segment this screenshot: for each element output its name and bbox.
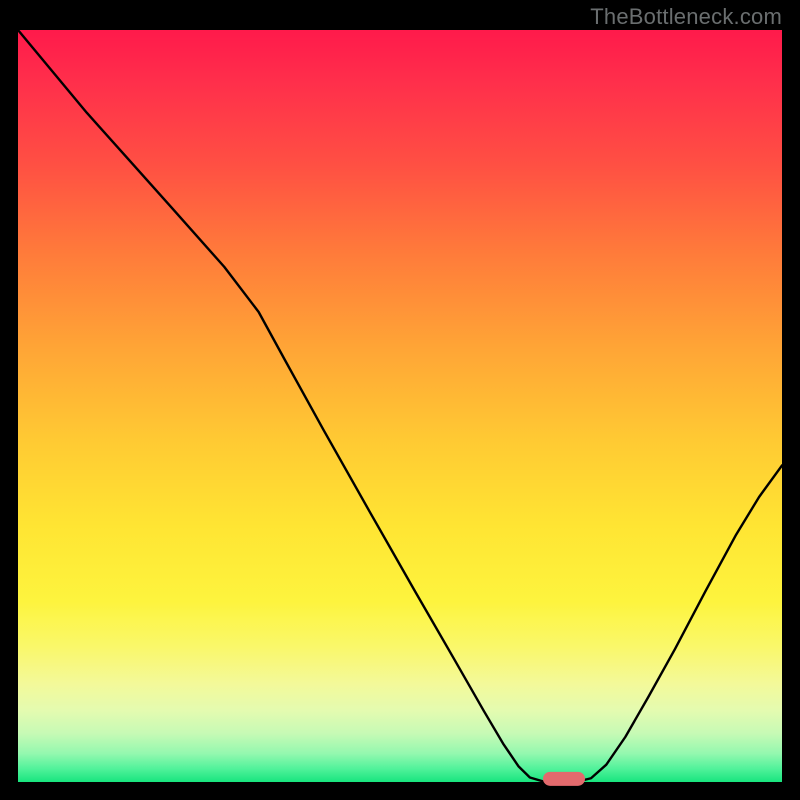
plot-area: [18, 30, 782, 782]
curve-svg: [18, 30, 782, 782]
watermark-text: TheBottleneck.com: [590, 4, 782, 30]
bottleneck-curve: [18, 30, 782, 782]
sweet-spot-marker: [543, 772, 585, 786]
